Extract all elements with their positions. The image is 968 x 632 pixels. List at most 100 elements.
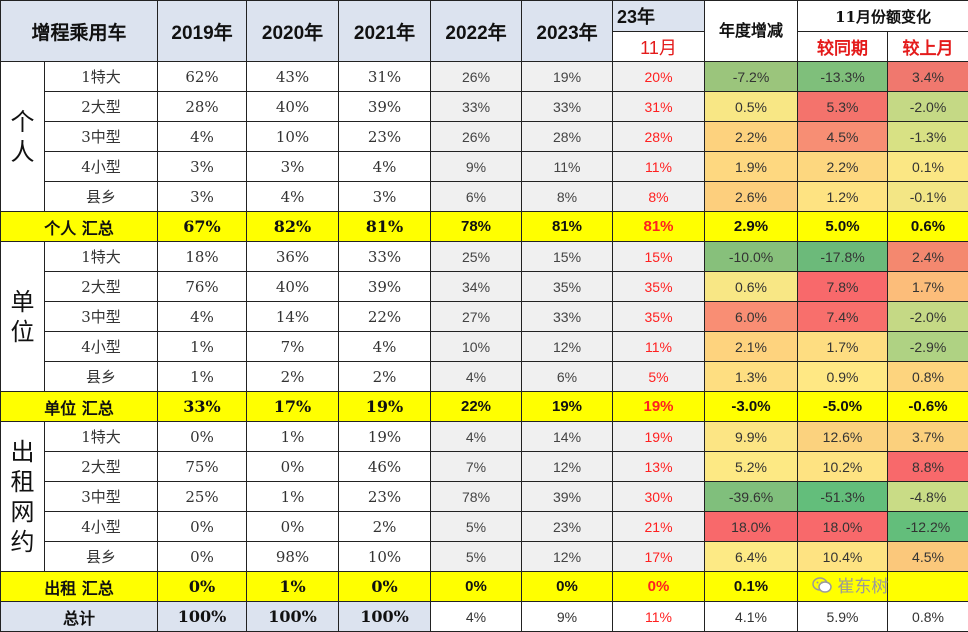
group-label-char: 出 <box>1 437 44 467</box>
value-cell: 8% <box>522 182 613 212</box>
category-cell: 4小型 <box>45 152 158 182</box>
subtotal-nov-cell: 19% <box>613 392 705 422</box>
header-row-1: 增程乘用车 2019年 2020年 2021年 2022年 2023年 23年 … <box>1 1 968 32</box>
category-cell: 县乡 <box>45 362 158 392</box>
yoy-cell: 10.4% <box>798 542 888 572</box>
value-cell: 11% <box>522 152 613 182</box>
col23-header: 23年 <box>613 1 705 32</box>
value-cell: 12% <box>522 332 613 362</box>
mom-cell: -4.8% <box>888 482 968 512</box>
yoy-cell: 7.4% <box>798 302 888 332</box>
value-cell: 43% <box>247 62 339 92</box>
value-cell: 15% <box>522 242 613 272</box>
yoy-cell: -51.3% <box>798 482 888 512</box>
category-cell: 县乡 <box>45 182 158 212</box>
annual-change-cell: 2.6% <box>705 182 798 212</box>
nov-value-cell: 30% <box>613 482 705 512</box>
total-value-cell: 100% <box>247 602 339 632</box>
category-cell: 1特大 <box>45 62 158 92</box>
nov-share-change-header: 11月份额变化 <box>798 1 968 32</box>
value-cell: 31% <box>339 62 431 92</box>
total-annual-change: 4.1% <box>705 602 798 632</box>
value-cell: 10% <box>339 542 431 572</box>
value-cell: 7% <box>247 332 339 362</box>
value-cell: 23% <box>339 122 431 152</box>
value-cell: 0% <box>158 422 247 452</box>
subtotal-mom: 0.6% <box>888 212 968 242</box>
value-cell: 28% <box>158 92 247 122</box>
value-cell: 3% <box>247 152 339 182</box>
subtotal-value-cell: 19% <box>522 392 613 422</box>
mom-cell: 4.5% <box>888 542 968 572</box>
annual-change-cell: 18.0% <box>705 512 798 542</box>
mom-cell: -12.2% <box>888 512 968 542</box>
subtotal-label: 个人 汇总 <box>1 212 158 242</box>
value-cell: 4% <box>158 302 247 332</box>
value-cell: 0% <box>158 542 247 572</box>
value-cell: 40% <box>247 92 339 122</box>
subtotal-yoy: -5.0% <box>798 392 888 422</box>
group-label-char: 人 <box>1 137 44 167</box>
corner-header: 增程乘用车 <box>1 1 158 62</box>
value-cell: 28% <box>522 122 613 152</box>
category-cell: 1特大 <box>45 422 158 452</box>
value-cell: 40% <box>247 272 339 302</box>
value-cell: 27% <box>431 302 522 332</box>
value-cell: 0% <box>158 512 247 542</box>
subtotal-annual-change: 2.9% <box>705 212 798 242</box>
subtotal-value-cell: 22% <box>431 392 522 422</box>
value-cell: 1% <box>158 332 247 362</box>
nov-value-cell: 5% <box>613 362 705 392</box>
subtotal-value-cell: 1% <box>247 572 339 602</box>
value-cell: 5% <box>431 512 522 542</box>
nov-value-cell: 20% <box>613 62 705 92</box>
group-label: 出租网约 <box>1 422 45 572</box>
total-mom: 0.8% <box>888 602 968 632</box>
subtotal-value-cell: 82% <box>247 212 339 242</box>
annual-change-cell: -10.0% <box>705 242 798 272</box>
annual-change-cell: 2.1% <box>705 332 798 362</box>
value-cell: 12% <box>522 542 613 572</box>
nov-value-cell: 28% <box>613 122 705 152</box>
nov-value-cell: 19% <box>613 422 705 452</box>
yoy-cell: -17.8% <box>798 242 888 272</box>
value-cell: 1% <box>247 482 339 512</box>
value-cell: 46% <box>339 452 431 482</box>
group-label-char: 个 <box>1 107 44 137</box>
nov-value-cell: 11% <box>613 152 705 182</box>
mom-header: 较上月 <box>888 32 968 62</box>
value-cell: 14% <box>522 422 613 452</box>
annual-change-cell: 0.6% <box>705 272 798 302</box>
mom-cell: -1.3% <box>888 122 968 152</box>
group-label: 个人 <box>1 62 45 212</box>
yoy-cell: 2.2% <box>798 152 888 182</box>
group-label-char: 租 <box>1 467 44 497</box>
value-cell: 6% <box>431 182 522 212</box>
annual-change-cell: 1.9% <box>705 152 798 182</box>
nov-value-cell: 13% <box>613 452 705 482</box>
subtotal-mom: -0.6% <box>888 392 968 422</box>
year-header-2019: 2019年 <box>158 1 247 62</box>
subtotal-value-cell: 78% <box>431 212 522 242</box>
wechat-icon <box>812 576 832 594</box>
mom-cell: 0.1% <box>888 152 968 182</box>
mom-cell: -2.0% <box>888 302 968 332</box>
value-cell: 33% <box>431 92 522 122</box>
subtotal-nov-cell: 81% <box>613 212 705 242</box>
group-label-char: 约 <box>1 527 44 557</box>
value-cell: 12% <box>522 452 613 482</box>
annual-change-cell: -7.2% <box>705 62 798 92</box>
total-value-cell: 100% <box>158 602 247 632</box>
total-value-cell: 9% <box>522 602 613 632</box>
